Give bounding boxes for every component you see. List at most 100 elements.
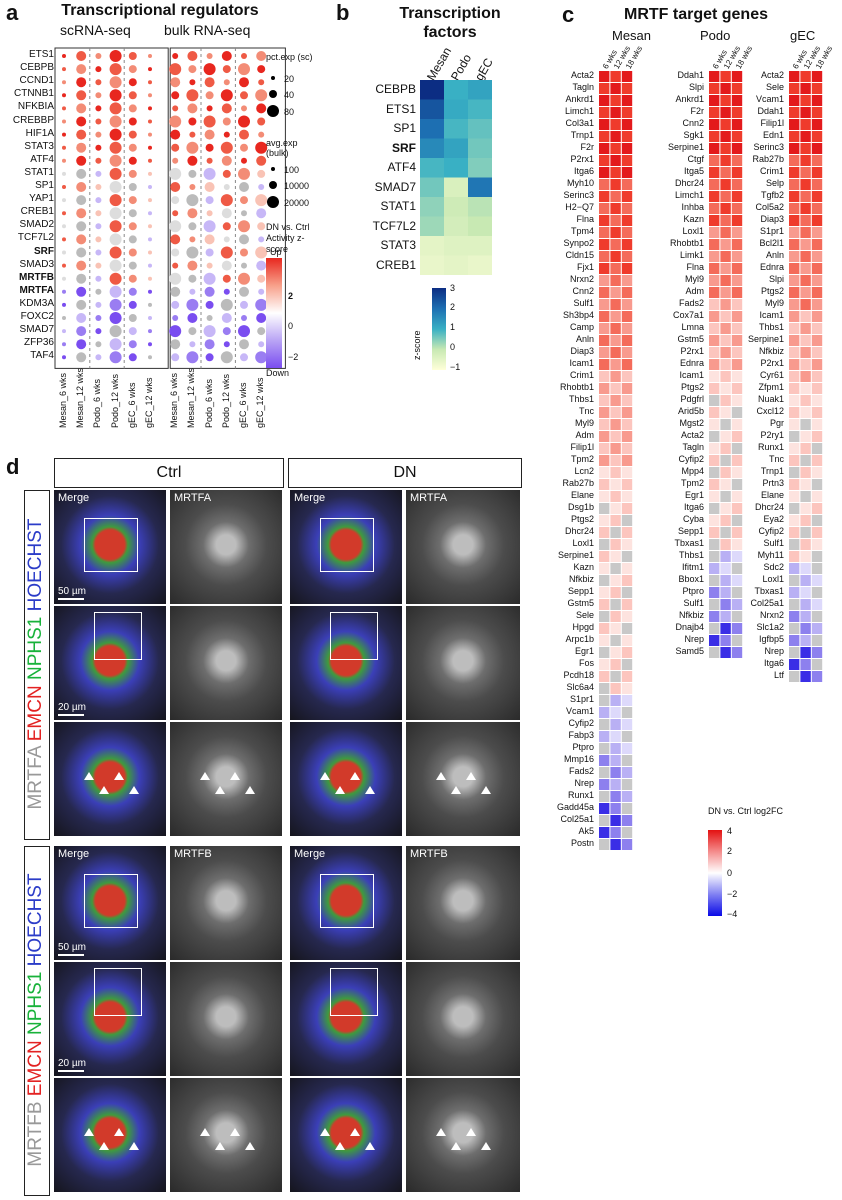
dot: [128, 287, 137, 296]
heat-cell: [621, 311, 633, 322]
dot: [76, 168, 87, 179]
heat-cell: [800, 431, 811, 442]
heat-cell: [720, 359, 731, 370]
heat-cell: [610, 695, 621, 706]
column-label: gEC: [472, 55, 496, 83]
arrowhead: [84, 772, 94, 780]
heat-cell: [621, 791, 633, 802]
heat-cell: [811, 383, 823, 394]
dot: [222, 274, 231, 283]
heat-cell: [800, 155, 811, 166]
legend-color-tick-neg2: −2: [288, 352, 299, 362]
gene-label: Eya2: [763, 514, 784, 524]
heat-cell: [789, 323, 800, 334]
arrowhead: [230, 1128, 240, 1136]
arrowhead: [466, 1128, 476, 1136]
arrowhead: [200, 772, 210, 780]
heat-cell: [811, 587, 823, 598]
dot: [257, 327, 266, 336]
dot: [62, 302, 66, 307]
heat-cell: [621, 539, 633, 550]
gene-label: Sulf1: [683, 598, 704, 608]
dot: [206, 210, 213, 217]
dot: [62, 145, 66, 150]
micrograph-merge: 20 µm: [54, 606, 166, 720]
heat-cell: [720, 551, 731, 562]
dot: [95, 66, 102, 73]
heat-cell: [621, 155, 633, 166]
heat-cell: [800, 515, 811, 526]
gene-label: SP1: [35, 180, 54, 191]
gene-label: Itga6: [683, 502, 704, 512]
heat-cell: [731, 563, 743, 574]
heat-cell: [720, 191, 731, 202]
heat-cell: [800, 275, 811, 286]
heatmap-gec: [789, 71, 823, 682]
heat-cell: [709, 479, 720, 490]
dot: [169, 220, 182, 233]
arrowhead: [99, 1142, 109, 1150]
dot: [170, 286, 181, 297]
dot: [256, 51, 267, 61]
heat-cell: [789, 371, 800, 382]
dot: [95, 131, 102, 138]
heat-cell: [621, 107, 633, 118]
heat-cell: [800, 83, 811, 94]
dot: [109, 63, 122, 76]
dot: [238, 115, 250, 128]
panel-c-legend-tick-neg4: −4: [727, 909, 738, 919]
dot: [255, 246, 268, 259]
legend-avg-20000: 20000: [284, 198, 310, 208]
gene-label: Serpine1: [747, 334, 784, 344]
heat-cell: [811, 311, 823, 322]
arrowhead: [350, 772, 360, 780]
gene-label: Nrxn2: [759, 610, 784, 620]
micrograph-channel: [406, 722, 520, 836]
gene-label: Sele: [575, 610, 594, 620]
heat-cell: [621, 119, 633, 130]
gene-label: Fos: [578, 658, 594, 668]
heat-cell: [789, 539, 800, 550]
heat-cell: [811, 95, 823, 106]
dot: [172, 53, 179, 59]
dot: [222, 117, 231, 126]
heat-cell: [621, 323, 633, 334]
gene-label: Limk1: [679, 250, 704, 260]
gene-label: Bcl2l1: [759, 238, 784, 248]
heat-cell: [621, 251, 633, 262]
gene-label: CREBBP: [12, 114, 54, 126]
dot: [148, 198, 152, 203]
heat-cell: [709, 203, 720, 214]
gene-label: SRF: [34, 245, 54, 257]
dot: [188, 65, 197, 74]
heat-cell: [731, 179, 743, 190]
gene-label: Inhba: [681, 202, 704, 212]
gene-label: F2r: [580, 142, 595, 152]
heat-cell: [709, 215, 720, 226]
heat-cell: [610, 347, 621, 358]
dot: [148, 54, 152, 58]
heat-cell: [610, 731, 621, 742]
heat-cell: [599, 815, 610, 826]
dot: [238, 272, 250, 285]
dot: [95, 249, 102, 256]
heat-cell: [599, 443, 610, 454]
dot: [76, 103, 87, 114]
heat-cell: [599, 467, 610, 478]
legend-dot: [271, 76, 275, 80]
arrowhead: [436, 772, 446, 780]
heat-cell: [610, 683, 621, 694]
heat-cell: [610, 119, 621, 130]
arrowhead: [481, 786, 491, 794]
gene-label: Nfkbiz: [758, 346, 784, 356]
heat-cell: [811, 263, 823, 274]
heat-cell: [800, 239, 811, 250]
dot: [62, 198, 66, 203]
dot: [62, 106, 66, 111]
heat-cell: [789, 479, 800, 490]
arrowhead: [436, 1128, 446, 1136]
dot: [203, 272, 216, 285]
dot: [109, 50, 122, 62]
gene-label: Flna: [686, 262, 704, 272]
